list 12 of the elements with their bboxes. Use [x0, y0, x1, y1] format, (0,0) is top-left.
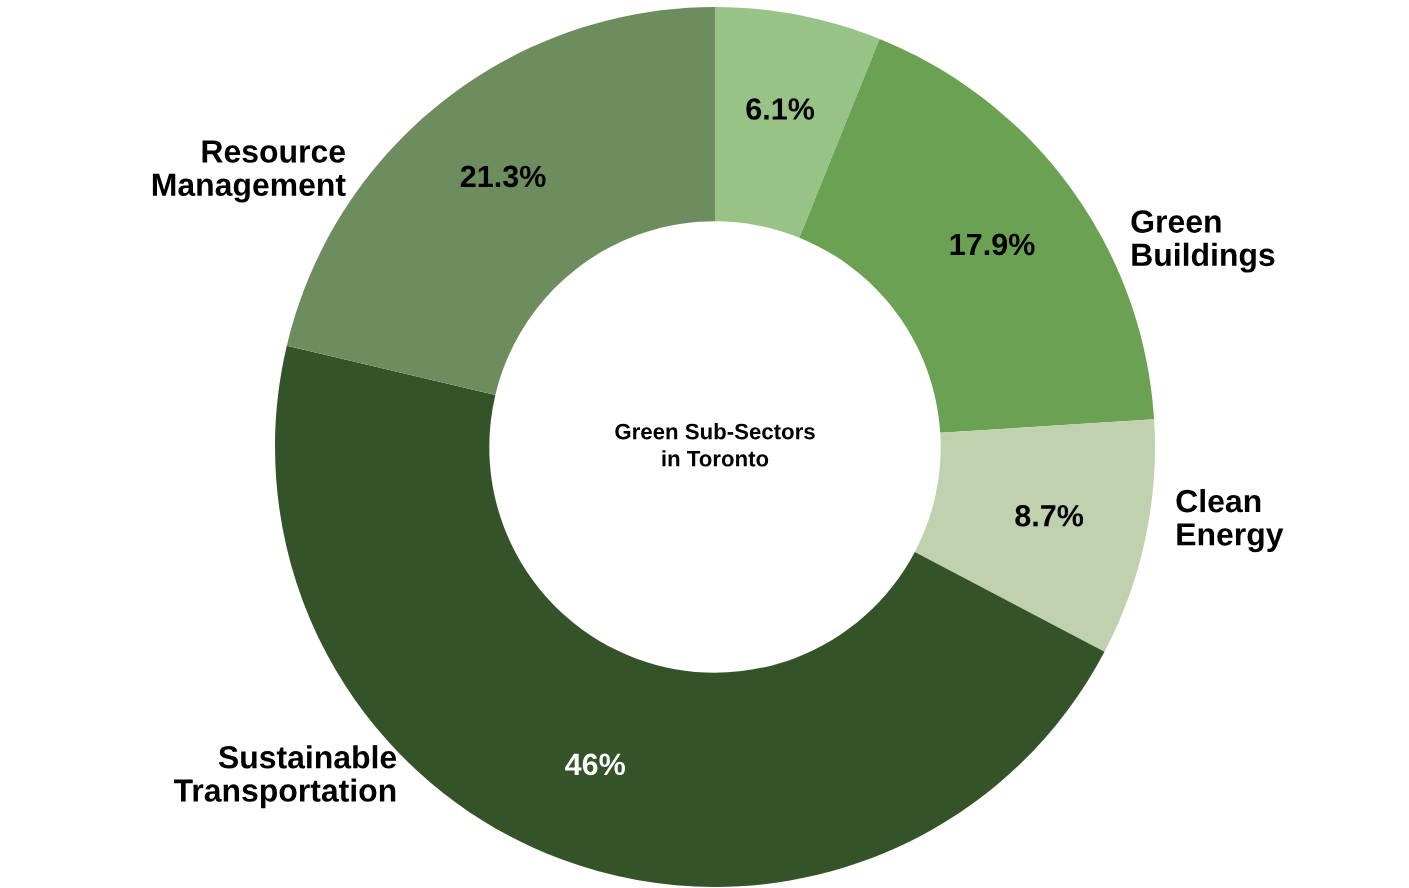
slice-label: Green Buildings [1131, 210, 1275, 273]
donut-slice [715, 7, 880, 238]
donut-slice [914, 419, 1155, 652]
text: Green Sub-Sectors in Toronto [615, 423, 815, 467]
data-label: 21.3% [460, 165, 546, 188]
data-label: 46% [565, 753, 626, 776]
slice-label: Clean Energy [1176, 488, 1284, 553]
slice-label: Resource Management [152, 140, 346, 203]
data-label: 17.9% [950, 233, 1035, 256]
data-label: 6.1% [746, 98, 815, 120]
data-label: 8.7% [1015, 504, 1084, 527]
slice-label: Sustainable Transportation [173, 745, 397, 809]
